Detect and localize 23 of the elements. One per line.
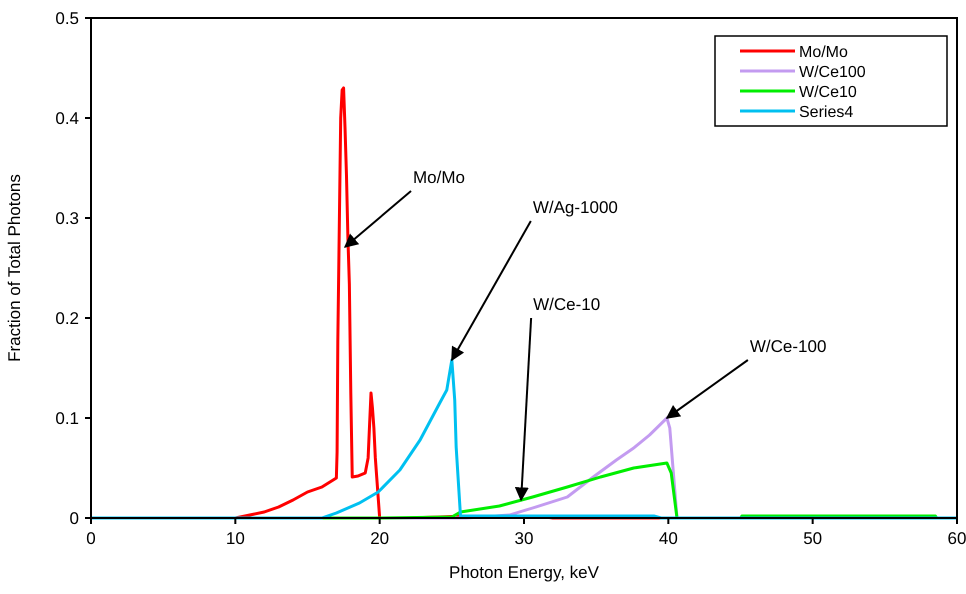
annotation: Mo/Mo [413,168,465,187]
y-tick-label: 0.5 [55,9,79,28]
y-tick-label: 0.4 [55,109,79,128]
legend-label: Mo/Mo [799,44,848,61]
x-axis-title: Photon Energy, keV [449,563,600,582]
x-tick-label: 60 [948,529,966,548]
y-tick-label: 0 [70,509,79,528]
x-tick-label: 30 [514,529,534,548]
annotation: W/Ce-10 [533,295,600,314]
x-tick-label: 50 [803,529,822,548]
legend-label: W/Ce100 [799,64,866,81]
annotation: W/Ce-100 [750,337,826,356]
legend-label: Series4 [799,104,854,121]
y-tick-label: 0.3 [55,209,79,228]
x-tick-label: 40 [658,529,678,548]
y-tick-label: 0.2 [55,309,79,328]
legend-label: W/Ce10 [799,84,857,101]
x-tick-label: 10 [226,529,245,548]
x-tick-label: 0 [86,529,96,548]
y-axis-title: Fraction of Total Photons [5,174,24,362]
x-tick-label: 20 [370,529,390,548]
annotation: W/Ag-1000 [532,198,618,217]
y-tick-label: 0.1 [55,409,79,428]
